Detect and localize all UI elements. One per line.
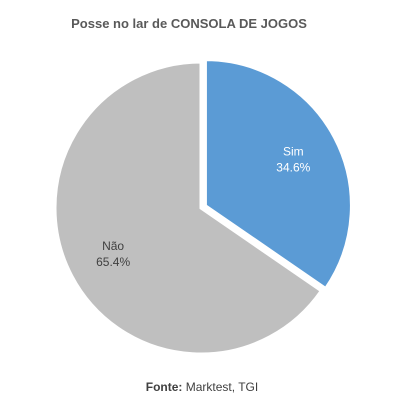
slice-value-label: 65.4%	[96, 255, 130, 269]
slice-value-label: 34.6%	[276, 160, 310, 174]
slice-label: Não	[102, 239, 124, 253]
pie-slice-sim	[203, 58, 353, 291]
pie-slice-n-o	[53, 60, 324, 356]
source-prefix: Fonte:	[145, 380, 183, 394]
chart-title: Posse no lar de CONSOLA DE JOGOS	[71, 16, 307, 31]
slice-label: Sim	[283, 144, 304, 158]
source-note: Fonte: Marktest, TGI	[0, 380, 404, 394]
source-text: Marktest, TGI	[182, 380, 259, 394]
